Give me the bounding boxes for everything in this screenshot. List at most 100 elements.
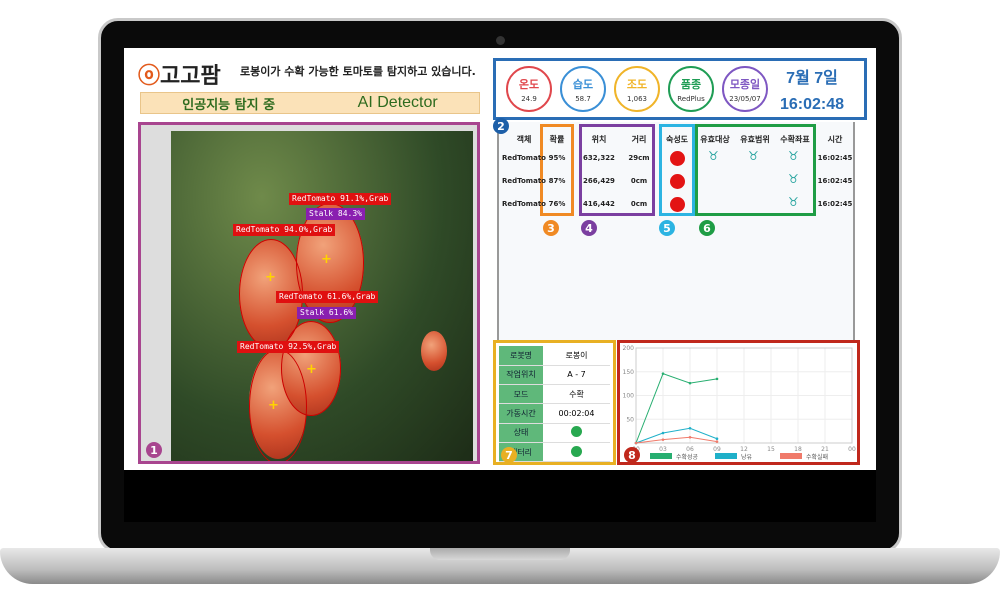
status-circle: 품종 RedPlus	[668, 66, 714, 112]
info-value: 로봉이	[543, 346, 610, 366]
cell-dist: 0cm	[630, 177, 648, 185]
info-key: 모드	[499, 384, 543, 405]
cell-prob: 95%	[548, 154, 566, 162]
tomato-icon: ⓞ	[138, 64, 161, 89]
badge-5: 5	[659, 220, 675, 236]
cell-prob: 76%	[548, 200, 566, 208]
ai-status: 인공지능 탐지 중	[182, 97, 276, 113]
legend-label: 낭유	[741, 453, 753, 461]
info-key: 가동시간	[499, 403, 543, 424]
detection-label: RedTomato 94.0%,Grab	[233, 224, 336, 236]
x-tick-label: 06	[686, 446, 694, 453]
data-point	[634, 441, 638, 445]
x-tick-label: 18	[794, 446, 802, 453]
x-tick-label: 12	[740, 446, 748, 453]
detection-label: RedTomato 91.1%,Grab	[289, 193, 392, 205]
info-value-text: A - 7	[567, 370, 586, 380]
status-circle: 조도 1,063	[614, 66, 660, 112]
detection-label: Stalk 61.6%	[297, 307, 356, 319]
status-dot	[571, 445, 582, 457]
column-header: 객체	[516, 135, 532, 144]
status-circle: 모종일 23/05/07	[722, 66, 768, 112]
x-tick-label: 03	[659, 446, 667, 453]
legend-swatch	[715, 453, 737, 459]
logo: ⓞ고고팜	[138, 64, 221, 89]
series-line	[635, 436, 718, 444]
info-value: A - 7	[543, 365, 610, 386]
badge-8: 8	[624, 447, 640, 463]
ripeness-dot	[670, 151, 685, 166]
badge-3: 3	[543, 220, 559, 236]
cell-dist: 29cm	[628, 154, 650, 162]
detection-label: RedTomato 61.6%,Grab	[276, 291, 379, 303]
data-point	[715, 440, 719, 443]
info-value-text: 00:02:04	[558, 409, 595, 419]
crosshair-icon: +	[265, 270, 276, 285]
y-tick-label: 50	[626, 416, 634, 423]
robot-icon: ♉	[788, 195, 799, 209]
cell-dist: 0cm	[630, 200, 648, 208]
info-value: 수확	[543, 384, 610, 405]
data-point	[661, 438, 665, 441]
laptop-notch	[430, 548, 570, 560]
column-header: 유효대상	[700, 135, 730, 144]
y-tick-label: 100	[623, 393, 635, 400]
column-header: 숙성도	[665, 135, 689, 144]
info-value	[543, 442, 610, 463]
badge-2: 2	[493, 118, 509, 134]
datetime: 7월 7일 16:02:48	[780, 64, 844, 114]
info-row: 상태	[499, 423, 610, 443]
status-value: 23/05/07	[729, 94, 761, 103]
robot-icon: ♉	[788, 172, 799, 186]
harvest-chart-panel: 00030609121518210050100150200수확성공낭유수확실패 …	[617, 340, 860, 465]
y-tick-label: 200	[623, 345, 635, 352]
cell-pos: 416,442	[583, 200, 615, 208]
x-tick-label: 21	[821, 446, 829, 453]
date: 7월 7일	[786, 70, 838, 87]
data-point	[688, 381, 692, 385]
headline: 로봉이가 수확 가능한 토마토를 탐지하고 있습니다.	[240, 65, 476, 78]
series-line	[635, 373, 718, 444]
status-value: 1,063	[626, 94, 648, 103]
info-row: 배터리	[499, 442, 610, 463]
data-point	[661, 431, 665, 435]
info-key: 로봇명	[499, 346, 543, 366]
cell-pos: 266,429	[583, 177, 615, 185]
tomato-image: RedTomato 91.1%,Grab Stalk 84.3% RedToma…	[171, 131, 473, 461]
info-value-text: 수확	[569, 389, 584, 399]
x-tick-label: 00	[848, 446, 856, 453]
camera-feed[interactable]: RedTomato 91.1%,Grab Stalk 84.3% RedToma…	[138, 122, 480, 464]
column-header: 확률	[549, 135, 565, 144]
status-label: 모종일	[729, 77, 761, 91]
legend-swatch	[650, 453, 672, 459]
cell-object: RedTomato	[502, 200, 546, 208]
cell-time: 16:02:45	[817, 200, 853, 208]
data-point	[661, 372, 665, 375]
info-row: 가동시간 00:02:04	[499, 403, 610, 424]
crosshair-icon: +	[306, 362, 317, 377]
info-value	[543, 423, 610, 443]
status-label: 품종	[680, 77, 702, 91]
info-value-text: 로봉이	[565, 350, 588, 360]
legend-label: 수확성공	[676, 453, 699, 461]
status-circle: 습도 58.7	[560, 66, 606, 112]
crosshair-icon: +	[321, 252, 332, 267]
badge-4: 4	[581, 220, 597, 236]
webcam	[496, 36, 505, 45]
data-point	[715, 437, 719, 441]
ai-label: AI Detector	[357, 94, 438, 111]
badge-7: 7	[501, 447, 517, 463]
crosshair-icon: +	[268, 398, 279, 413]
time: 16:02:48	[780, 96, 845, 113]
info-key: 작업위치	[499, 365, 543, 386]
detection-label: RedTomato 92.5%,Grab	[237, 341, 340, 353]
status-label: 온도	[518, 77, 540, 91]
cell-object: RedTomato	[502, 154, 546, 162]
detection-label: Stalk 84.3%	[306, 208, 365, 220]
x-tick-label: 15	[767, 446, 775, 453]
ripeness-dot	[670, 197, 685, 212]
column-header: 수확좌표	[780, 135, 810, 144]
cell-time: 16:02:45	[817, 154, 853, 162]
ripeness-dot	[670, 174, 685, 189]
